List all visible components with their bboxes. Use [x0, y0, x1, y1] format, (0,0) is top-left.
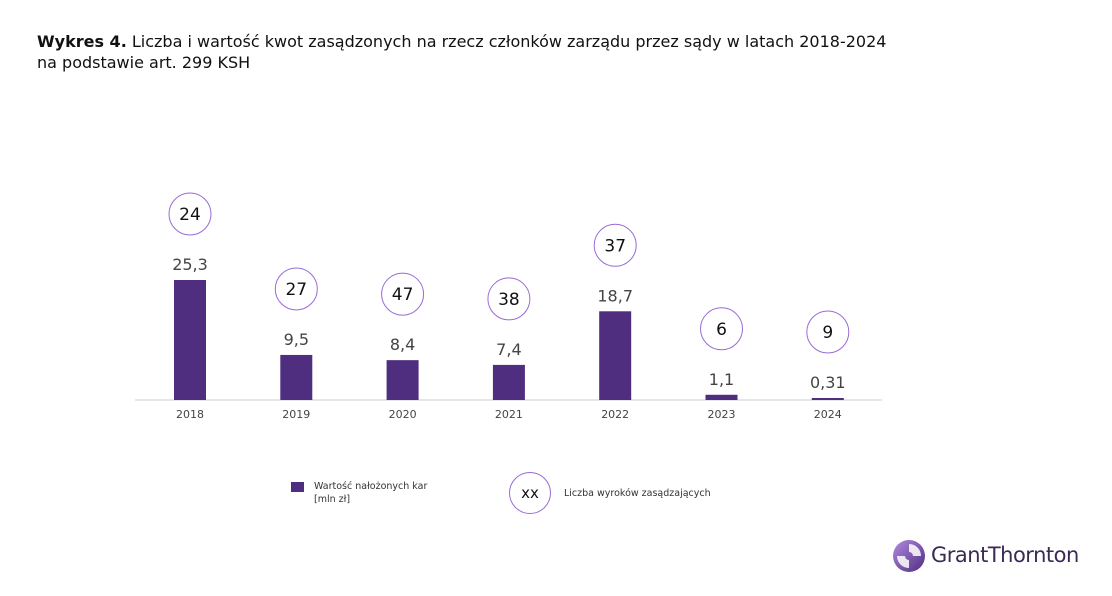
bar-value-label-2022: 18,7 [597, 286, 633, 305]
count-label-2024: 9 [822, 323, 833, 343]
count-circle-2024 [806, 310, 850, 354]
bar-2021 [492, 364, 525, 400]
count-circle-2022 [593, 223, 637, 267]
bar-2023 [705, 394, 738, 400]
x-tick-label-2021: 2021 [495, 408, 523, 421]
legend-circle-sample: xx [509, 472, 551, 514]
count-circle-2020 [381, 272, 425, 316]
count-label-2021: 38 [498, 290, 520, 310]
grant-thornton-logo-icon [893, 540, 925, 572]
bar-2019 [280, 354, 313, 400]
bar-value-label-2020: 8,4 [390, 335, 415, 354]
bar-2020 [386, 360, 419, 400]
count-circle-2021 [487, 277, 531, 321]
count-circle-2018 [168, 192, 212, 236]
count-label-2023: 6 [716, 320, 727, 340]
bar-value-label-2019: 9,5 [284, 330, 309, 349]
count-label-2020: 47 [392, 285, 414, 305]
x-tick-label-2022: 2022 [601, 408, 629, 421]
x-tick-label-2023: 2023 [708, 408, 736, 421]
chart-title-line1: Liczba i wartość kwot zasądzonych na rze… [131, 32, 887, 51]
legend-circle-label: Liczba wyroków zasądzających [564, 488, 711, 499]
chart-title-lead: Wykres 4. [37, 32, 127, 51]
chart-title-line2: na podstawie art. 299 KSH [37, 53, 251, 72]
grant-thornton-logo: GrantThornton [892, 539, 1079, 573]
count-circle-2023 [700, 307, 743, 351]
count-circle-2019 [274, 267, 318, 311]
grant-thornton-logo-text: GrantThornton [931, 543, 1079, 567]
count-label-2018: 24 [179, 205, 201, 225]
x-tick-label-2019: 2019 [282, 408, 310, 421]
count-label-2019: 27 [285, 280, 307, 300]
bar-2022 [599, 311, 632, 400]
bar-value-label-2021: 7,4 [496, 340, 521, 359]
chart-title: Wykres 4. Liczba i wartość kwot zasądzon… [37, 31, 886, 73]
x-tick-label-2018: 2018 [176, 408, 204, 421]
count-label-2022: 37 [604, 236, 626, 256]
bar-2024 [811, 398, 844, 400]
x-tick-label-2024: 2024 [814, 408, 842, 421]
legend-bar-swatch [291, 482, 304, 492]
legend-bar-label: Wartość nałożonych kar [mln zł] [314, 481, 428, 505]
bar-value-label-2023: 1,1 [709, 370, 734, 389]
bar-value-label-2018: 25,3 [172, 255, 208, 274]
bar-value-label-2024: 0,31 [810, 373, 846, 392]
bar-2018 [174, 280, 206, 400]
x-tick-label-2020: 2020 [389, 408, 417, 421]
